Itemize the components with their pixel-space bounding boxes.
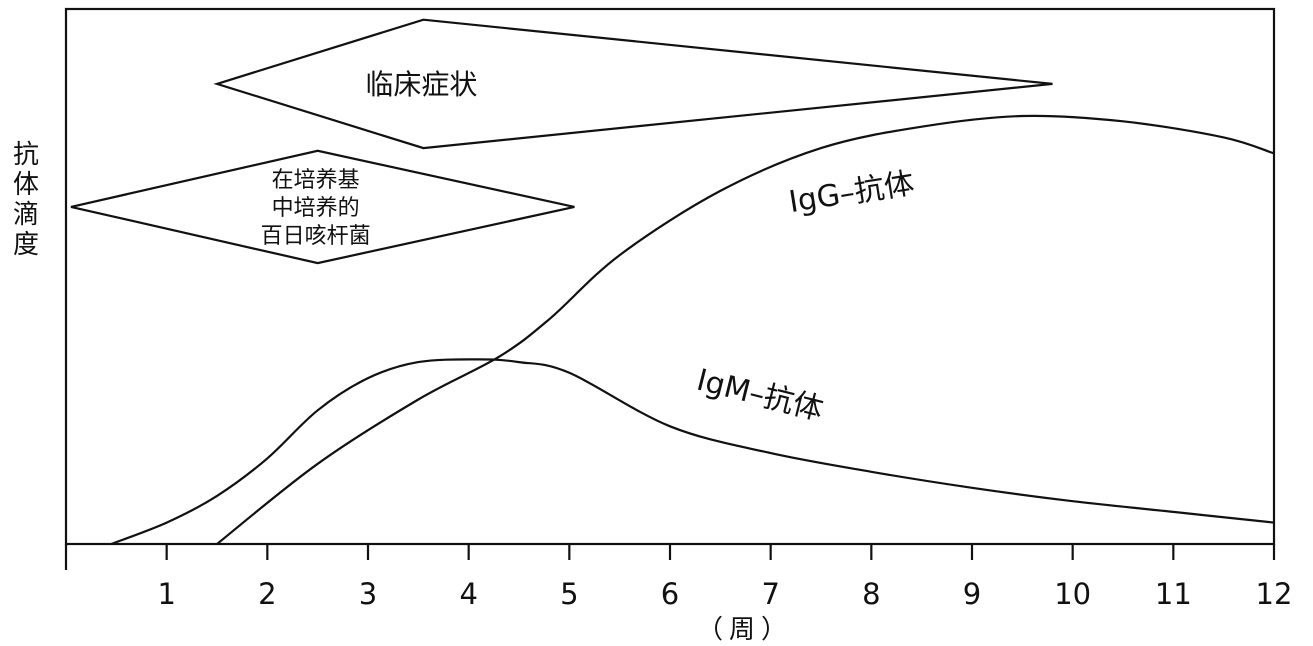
series-line: [216, 114, 1275, 545]
x-tick-label: 8: [862, 577, 880, 611]
clinical-label: 临床症状: [365, 68, 477, 101]
x-axis-title: （周）: [696, 615, 793, 645]
x-tick-label: 7: [761, 577, 779, 611]
y-axis-title-char: 体: [12, 170, 39, 200]
culture-label: 在培养基: [272, 168, 360, 193]
series-label: IgG–抗体: [787, 166, 917, 220]
y-axis-title-char: 抗: [12, 140, 39, 170]
culture-label: 中培养的: [272, 196, 360, 221]
x-tick-label: 6: [661, 577, 679, 611]
y-axis-title-char: 滴: [12, 200, 39, 230]
x-tick-label: 9: [963, 577, 981, 611]
x-tick-label: 3: [359, 577, 377, 611]
x-tick-label: 12: [1256, 577, 1293, 611]
series-label: IgM–抗体: [693, 363, 826, 428]
plot-frame: [64, 7, 1276, 546]
x-tick-label: 5: [560, 577, 578, 611]
series-line: [110, 358, 1275, 546]
x-tick-label: 11: [1155, 577, 1192, 611]
y-axis-title-char: 度: [12, 230, 39, 260]
culture-label: 百日咳杆菌: [261, 224, 371, 249]
y-axis-title: 抗 体 滴 度: [6, 140, 46, 260]
x-tick-label: 1: [157, 577, 175, 611]
culture-kite: [70, 149, 575, 265]
clinical-kite: [213, 18, 1053, 150]
x-tick-label: 4: [459, 577, 477, 611]
x-tick-label: 10: [1054, 577, 1091, 611]
x-tick-label: 2: [258, 577, 276, 611]
